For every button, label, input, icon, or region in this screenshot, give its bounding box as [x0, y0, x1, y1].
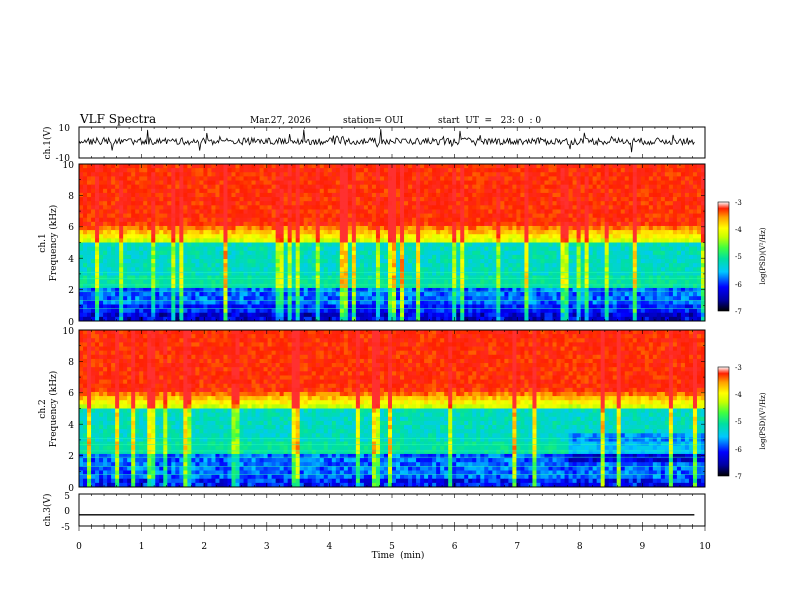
x-axis-label: Time (min) [372, 550, 425, 561]
ch2-ytick-10: 10 [63, 327, 75, 337]
ch2-ytick-2: 2 [68, 452, 74, 462]
axis-ticks [78, 127, 706, 531]
ch2-colorbar-label: log(PSD)(V²/Hz) [759, 392, 767, 449]
ch3-wave-ytick-mid: 0 [64, 507, 70, 517]
ch1-waveform [78, 129, 695, 153]
x-tick-label-2: 2 [201, 542, 207, 552]
figure-title: VLF Spectra [79, 112, 156, 126]
ch1-ytick-0: 0 [68, 318, 74, 328]
ch1-wave-ytick-top: 10 [59, 124, 71, 134]
ch1-colorbar-gradient [717, 201, 730, 312]
x-tick-labels: 0 1 2 3 4 5 6 7 8 9 10 [76, 542, 711, 552]
header-station: station= OUI [343, 116, 404, 126]
x-tick-label-3: 3 [264, 542, 270, 552]
ch1-cbar-tick-m3: -3 [735, 199, 742, 207]
ch3-wave-ylabel: ch.3(V) [42, 494, 53, 527]
ch3-wave-ytick-bottom: -5 [61, 523, 70, 533]
ch1-cbar-tick-m5: -5 [735, 253, 742, 261]
ch2-ytick-8: 8 [68, 358, 74, 368]
x-tick-label-8: 8 [577, 542, 583, 552]
x-tick-label-1: 1 [139, 542, 145, 552]
ch1-ytick-8: 8 [68, 192, 74, 202]
ch1-waveform-frame [78, 126, 706, 159]
x-tick-label-6: 6 [452, 542, 458, 552]
x-tick-label-9: 9 [640, 542, 646, 552]
x-tick-label-10: 10 [699, 542, 711, 552]
x-tick-label-5: 5 [389, 542, 395, 552]
ch1-ytick-2: 2 [68, 286, 74, 296]
x-tick-label-4: 4 [327, 542, 333, 552]
header-start-time: start UT = 23: 0 : 0 [438, 116, 541, 126]
ch2-cbar-tick-m3: -3 [735, 364, 742, 372]
x-tick-label-0: 0 [76, 542, 82, 552]
ch1-ytick-10: 10 [63, 161, 75, 171]
ch2-spec-ylabel-freq: Frequency (kHz) [48, 371, 59, 448]
ch1-wave-ytick-bottom: -10 [56, 154, 71, 164]
ch1-ytick-4: 4 [68, 255, 74, 265]
ch2-ytick-6: 6 [68, 389, 74, 399]
ch1-wave-ylabel: ch.1(V) [42, 127, 53, 160]
ch1-cbar-tick-m7: -7 [735, 308, 742, 316]
ch2-spectrogram [79, 330, 706, 488]
ch1-spec-ylabel-freq: Frequency (kHz) [48, 205, 59, 282]
ch2-cbar-tick-m6: -6 [735, 446, 742, 454]
ch3-waveform-frame [78, 493, 706, 527]
x-tick-label-7: 7 [514, 542, 520, 552]
ch2-cbar-tick-m7: -7 [735, 473, 742, 481]
ch1-colorbar-label: log(PSD)(V²/Hz) [759, 227, 767, 284]
header-date: Mar.27, 2026 [250, 116, 311, 126]
ch2-spec-ylabel-channel: ch.2 [38, 399, 48, 418]
ch2-ytick-0: 0 [68, 484, 74, 494]
ch2-cbar-tick-m4: -4 [735, 391, 742, 399]
ch2-colorbar-gradient [717, 366, 730, 477]
ch2-cbar-tick-m5: -5 [735, 418, 742, 426]
ch1-cbar-tick-m6: -6 [735, 281, 742, 289]
ch1-colorbar: -3 -4 -5 -6 -7 log(PSD)(V²/Hz) [717, 199, 767, 316]
ch1-spectrogram [79, 164, 706, 322]
ch1-spec-ylabel-channel: ch.1 [38, 233, 48, 252]
ch1-spec-yticks: 10 8 6 4 2 0 [63, 161, 75, 328]
ch2-colorbar: -3 -4 -5 -6 -7 log(PSD)(V²/Hz) [717, 364, 767, 481]
ch1-cbar-tick-m4: -4 [735, 226, 742, 234]
ch2-spec-yticks: 10 8 6 4 2 0 [63, 327, 75, 494]
ch3-wave-ytick-top: 5 [64, 492, 70, 502]
ch1-ytick-6: 6 [68, 223, 74, 233]
ch2-ytick-4: 4 [68, 421, 74, 431]
